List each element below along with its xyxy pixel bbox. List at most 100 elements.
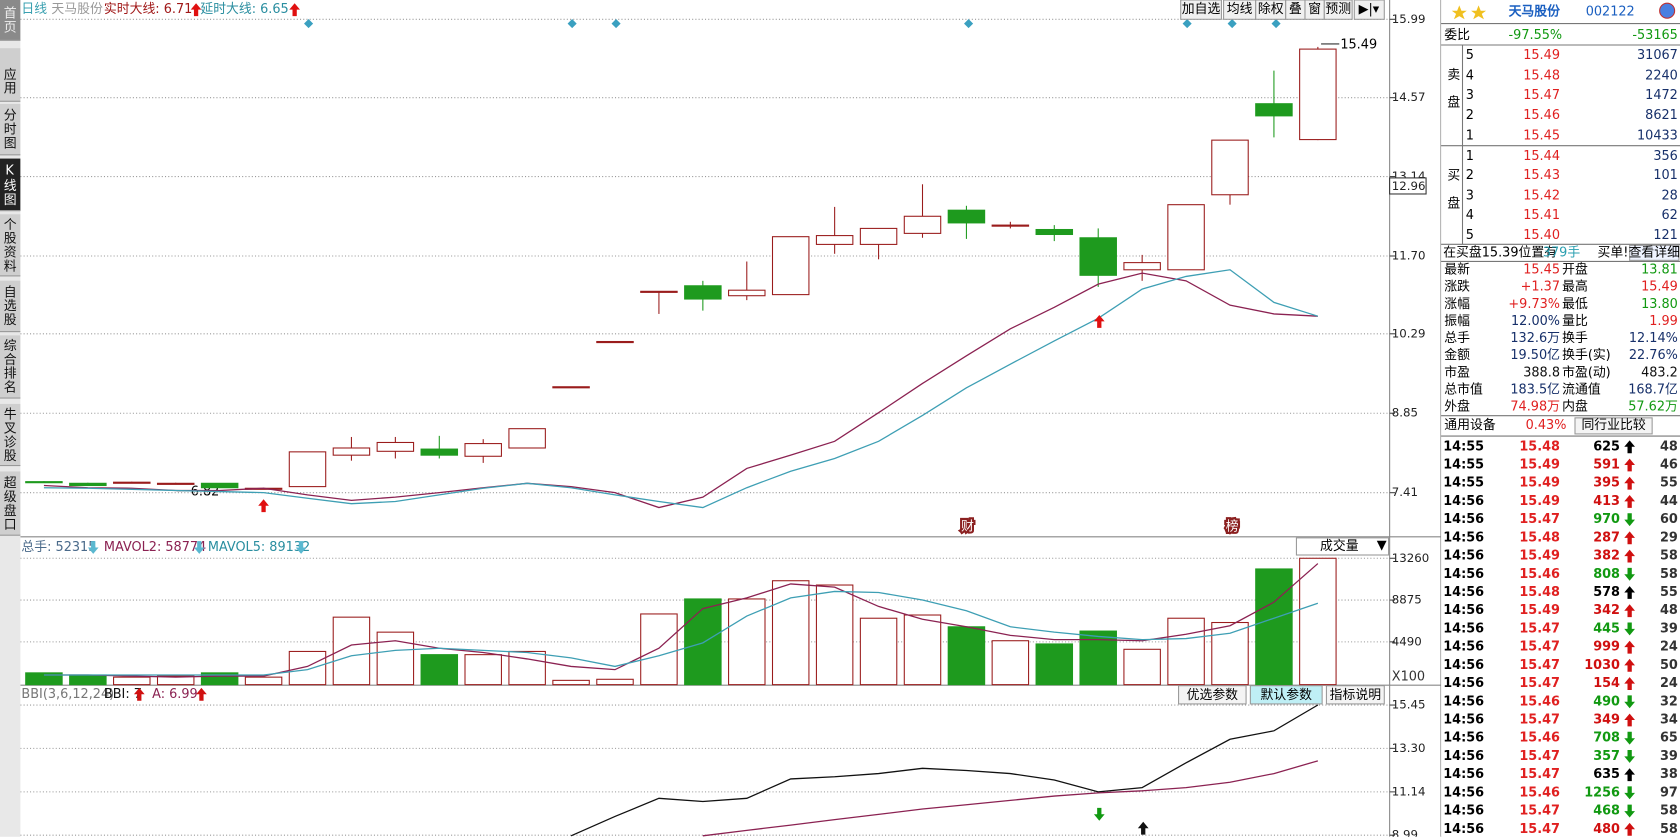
trade-volume: 708 xyxy=(1593,731,1620,746)
indicator-button[interactable] xyxy=(1249,685,1323,705)
stat-value: 13.81 xyxy=(1641,263,1678,278)
trade-count: 34 xyxy=(1660,713,1678,728)
volume-bar xyxy=(991,640,1030,686)
level: 5 xyxy=(1466,48,1474,63)
side-tab[interactable]: 自选股 xyxy=(0,280,21,333)
side-tab[interactable]: 综合排名 xyxy=(0,335,21,399)
volume-bar xyxy=(69,674,107,686)
marker[interactable]: 财 xyxy=(959,518,976,537)
candle-body xyxy=(684,285,722,300)
volume-bar xyxy=(1255,568,1293,686)
y-tick-label: 13260 xyxy=(1392,551,1429,565)
header-arrow xyxy=(196,687,207,701)
side-label: 买盘 xyxy=(1444,168,1459,224)
stat-label: 市盈(动) xyxy=(1562,364,1611,380)
compare-button[interactable] xyxy=(1574,417,1653,435)
candle-body xyxy=(1211,139,1249,196)
trade-time: 14:56 xyxy=(1443,549,1484,564)
plot-bg xyxy=(20,0,1390,837)
trade-arrow xyxy=(1624,586,1636,599)
header-arrow xyxy=(87,541,99,554)
toolbar-label[interactable]: 加自选 xyxy=(1182,2,1221,17)
candle-body xyxy=(508,428,546,449)
trade-time: 14:56 xyxy=(1443,785,1484,800)
q-label: 委比 xyxy=(1444,28,1470,43)
trade-arrow xyxy=(1624,458,1636,472)
detail-label[interactable]: 查看详细 xyxy=(1629,244,1680,260)
candle-body xyxy=(903,215,942,234)
toolbar-label[interactable]: 窗 xyxy=(1308,1,1321,17)
dropdown-label[interactable]: 成交量 xyxy=(1320,538,1359,554)
notice: 买单! xyxy=(1598,245,1629,260)
toolbar-label[interactable]: 除权 xyxy=(1258,1,1284,17)
toolbar-label[interactable]: 预测 xyxy=(1325,2,1351,17)
trade-time: 14:56 xyxy=(1443,567,1484,582)
trade-arrow xyxy=(1624,476,1636,490)
trade-time: 14:56 xyxy=(1443,512,1484,527)
trade-time: 14:56 xyxy=(1443,621,1484,636)
y-tick-label: 8.99 xyxy=(1392,828,1418,837)
indicator-label[interactable]: 默认参数 xyxy=(1261,687,1313,703)
side-tab[interactable]: 个股资料 xyxy=(0,214,21,277)
side-tab[interactable]: K线图 xyxy=(0,158,21,212)
stat-value: 132.6万 xyxy=(1510,331,1560,346)
trade-time: 14:55 xyxy=(1443,458,1484,473)
trade-volume: 578 xyxy=(1593,585,1620,600)
candle-body xyxy=(728,289,766,297)
trade-arrow xyxy=(1624,549,1636,563)
trade-count: 24 xyxy=(1660,676,1678,691)
side-tab[interactable]: 应用 xyxy=(0,48,21,102)
side-tab[interactable]: 分时图 xyxy=(0,103,21,156)
volume-bar xyxy=(25,672,63,686)
stat-label: 最高 xyxy=(1562,279,1588,295)
trade-arrow xyxy=(1624,695,1636,709)
trade-count: 97 xyxy=(1660,785,1678,800)
trade-price: 15.47 xyxy=(1519,676,1560,691)
toolbar-label[interactable]: 叠 xyxy=(1289,2,1302,17)
volume-bar xyxy=(552,679,590,686)
candle-body xyxy=(640,290,678,293)
trade-price: 15.47 xyxy=(1519,512,1560,527)
indicator-button[interactable] xyxy=(1325,685,1385,705)
trade-time: 14:56 xyxy=(1443,676,1484,691)
stat-value: 15.45 xyxy=(1523,263,1560,278)
indicator-label[interactable]: 优选参数 xyxy=(1187,687,1239,703)
candle-body xyxy=(991,224,1030,227)
stat-value: 168.7亿 xyxy=(1628,383,1678,398)
indicator-button[interactable] xyxy=(1178,685,1247,705)
marker[interactable]: 榜 xyxy=(1224,517,1241,537)
detail-button[interactable] xyxy=(1629,244,1680,261)
dropdown[interactable] xyxy=(1295,537,1390,556)
indicator-label[interactable]: 指标说明 xyxy=(1330,688,1381,703)
notice: 379手 xyxy=(1543,245,1581,260)
side-tab[interactable]: 牛叉诊股 xyxy=(0,403,21,467)
trade-price: 15.49 xyxy=(1519,476,1560,491)
toolbar-button[interactable] xyxy=(1353,0,1385,20)
stat-value: 12.14% xyxy=(1629,331,1678,346)
stat-label: 涨跌 xyxy=(1444,279,1470,295)
trade-count: 38 xyxy=(1660,767,1678,782)
signal-arrow xyxy=(258,499,269,513)
trade-time: 14:56 xyxy=(1443,822,1484,837)
trade-arrow xyxy=(1624,713,1636,727)
toolbar-button[interactable] xyxy=(1323,0,1353,20)
y-tick-label: 11.70 xyxy=(1392,248,1426,262)
side-tab[interactable]: 首页 xyxy=(0,0,21,41)
toolbar-label[interactable]: 均线 xyxy=(1227,2,1253,17)
trade-time: 14:56 xyxy=(1443,694,1484,709)
toolbar-button[interactable] xyxy=(1180,0,1222,20)
trade-count: 58 xyxy=(1660,567,1678,582)
stat-label: 流通值 xyxy=(1562,382,1601,398)
globe-icon[interactable] xyxy=(1659,2,1676,19)
trade-arrow xyxy=(1624,822,1636,836)
candle-body xyxy=(552,386,590,389)
stat-value: 13.80 xyxy=(1641,297,1678,312)
stat-value: 12.00% xyxy=(1511,314,1560,329)
side-tab[interactable]: 超级盘口 xyxy=(0,471,21,536)
candle-body xyxy=(815,235,854,245)
trade-count: 65 xyxy=(1660,731,1678,746)
high-label: 15.49 xyxy=(1340,38,1377,53)
compare-label[interactable]: 同行业比较 xyxy=(1581,418,1645,433)
stat-value: 19.50亿 xyxy=(1510,348,1560,363)
